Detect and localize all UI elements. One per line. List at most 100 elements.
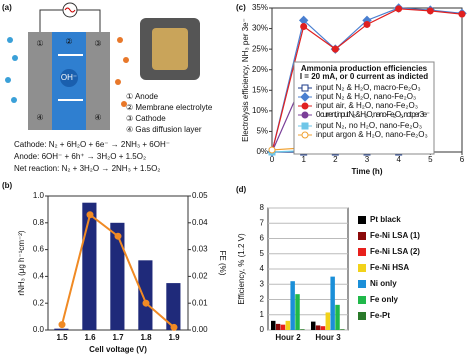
x-tick-label: 1 bbox=[301, 155, 306, 164]
x-tick-label: 1.9 bbox=[168, 333, 180, 342]
legend-swatch bbox=[358, 264, 366, 272]
bar bbox=[54, 328, 69, 330]
bar bbox=[335, 304, 340, 330]
legend-label: 0 current, input N₂ & H₂O, nano-Fe₂O₃, n… bbox=[316, 110, 430, 119]
equation: Net reaction: N₂ + 3H₂O → 2NH₃ + 1.5O₂ bbox=[14, 164, 160, 173]
panel-a: (a) OH⁻ ① ② ③ ④ ④ ① Anode ② Membrane ele… bbox=[2, 2, 213, 173]
marker bbox=[363, 20, 371, 28]
bar bbox=[138, 260, 153, 330]
wire bbox=[39, 9, 101, 32]
y-tick-label: 20% bbox=[252, 65, 268, 74]
bar bbox=[271, 320, 276, 330]
x-axis-label: Cell voltage (V) bbox=[89, 345, 147, 354]
y-tick-label: 0.4 bbox=[33, 272, 45, 281]
x-tick-label: 1.7 bbox=[112, 333, 124, 342]
legend-label: Fe-Ni LSA (1) bbox=[370, 231, 420, 240]
bar bbox=[295, 294, 300, 330]
x-tick-label: 0 bbox=[270, 155, 275, 164]
legend-label: Fe only bbox=[370, 295, 399, 304]
y-tick-label: 1.0 bbox=[33, 191, 45, 200]
panel-label: (c) bbox=[236, 3, 246, 12]
legend-text: ① Anode bbox=[126, 92, 159, 101]
y-tick-label: 5% bbox=[256, 127, 268, 136]
ion bbox=[60, 69, 78, 87]
panel-label: (d) bbox=[236, 185, 247, 194]
x-tick-label: 1.6 bbox=[84, 333, 96, 342]
x-tick-label: 3 bbox=[365, 155, 370, 164]
y-tick-label: 0% bbox=[256, 147, 268, 156]
legend-label: Ni only bbox=[370, 279, 397, 288]
legend-label: Fe-Ni LSA (2) bbox=[370, 247, 420, 256]
anode bbox=[28, 32, 52, 130]
y-tick-label: 3 bbox=[260, 279, 265, 288]
y2-tick-label: 0.00 bbox=[192, 325, 208, 334]
marker bbox=[458, 10, 466, 18]
bar bbox=[340, 329, 345, 330]
legend-text: ③ Cathode bbox=[126, 114, 166, 123]
x-tick-label: Hour 3 bbox=[315, 333, 341, 342]
y-tick-label: 6 bbox=[260, 234, 265, 243]
bar bbox=[315, 325, 321, 330]
y-axis-label: rNH₃ (μg h⁻¹cm⁻²) bbox=[17, 230, 26, 296]
y2-tick-label: 0.02 bbox=[192, 272, 208, 281]
y-tick-label: 0.0 bbox=[33, 325, 45, 334]
x-tick-label: 6 bbox=[460, 155, 465, 164]
legend-marker bbox=[301, 122, 309, 130]
marker bbox=[300, 23, 308, 31]
legend-label: Pt black bbox=[370, 215, 401, 224]
y2-tick-label: 0.01 bbox=[192, 298, 208, 307]
y-tick-label: 10% bbox=[252, 106, 268, 115]
y-tick-label: 0 bbox=[260, 325, 265, 334]
marker bbox=[426, 7, 434, 15]
marker bbox=[114, 232, 122, 240]
y-tick-label: 4 bbox=[260, 264, 265, 273]
layer-number: ① bbox=[36, 39, 43, 48]
y-tick-label: 2 bbox=[260, 295, 265, 304]
y-tick-label: 1 bbox=[260, 310, 265, 319]
bar bbox=[166, 283, 181, 330]
y-tick-label: 35% bbox=[252, 3, 268, 12]
bar bbox=[280, 324, 286, 330]
y-tick-label: 7 bbox=[260, 218, 265, 227]
legend-text: ④ Gas diffusion layer bbox=[126, 125, 202, 134]
y-tick-label: 0.8 bbox=[33, 218, 45, 227]
legend-title: I = 20 mA, or 0 current as indicted bbox=[300, 72, 428, 81]
x-tick-label: 1.5 bbox=[56, 333, 68, 342]
panel-label: (b) bbox=[2, 181, 13, 190]
bar bbox=[285, 320, 291, 330]
marker bbox=[268, 146, 276, 154]
legend-label: input N₂ & H₂O, nano-Fe₂O₃ bbox=[316, 92, 416, 101]
legend-marker bbox=[300, 92, 310, 102]
layer-number: ④ bbox=[36, 113, 43, 122]
y-axis-label: Efficiency, % (1.2 V) bbox=[237, 233, 246, 305]
ion-label: OH⁻ bbox=[61, 73, 77, 82]
legend-marker bbox=[301, 102, 309, 110]
legend-label: input air, & H₂O, nano-Fe₂O₃ bbox=[316, 101, 418, 110]
legend-text: ② Membrane electrolyte bbox=[126, 103, 213, 112]
x-tick-label: 5 bbox=[428, 155, 433, 164]
bar bbox=[320, 326, 326, 330]
x-tick-label: 1.8 bbox=[140, 333, 152, 342]
marker bbox=[142, 299, 150, 307]
x-tick-label: 4 bbox=[396, 155, 401, 164]
ion-arrow bbox=[58, 54, 83, 101]
device-core bbox=[152, 28, 188, 70]
y2-axis-label: FE (%) bbox=[218, 251, 227, 276]
source-symbol bbox=[64, 7, 76, 13]
cathode bbox=[86, 32, 110, 130]
marker bbox=[331, 45, 339, 53]
marker bbox=[170, 323, 178, 331]
y2-tick-label: 0.04 bbox=[192, 218, 208, 227]
bar bbox=[110, 222, 125, 330]
y-tick-label: 30% bbox=[252, 24, 268, 33]
legend-label: input argon & H₂O, nano-Fe₂O₃ bbox=[316, 130, 428, 139]
legend-swatch bbox=[358, 312, 366, 320]
marker bbox=[86, 211, 94, 219]
legend-title: Ammonia production efficiencies bbox=[301, 64, 428, 73]
legend-label: Fe-Pt bbox=[370, 311, 390, 320]
legend-marker bbox=[301, 131, 309, 139]
y2-tick-label: 0.03 bbox=[192, 245, 208, 254]
marker bbox=[58, 321, 66, 329]
legend-swatch bbox=[358, 232, 366, 240]
